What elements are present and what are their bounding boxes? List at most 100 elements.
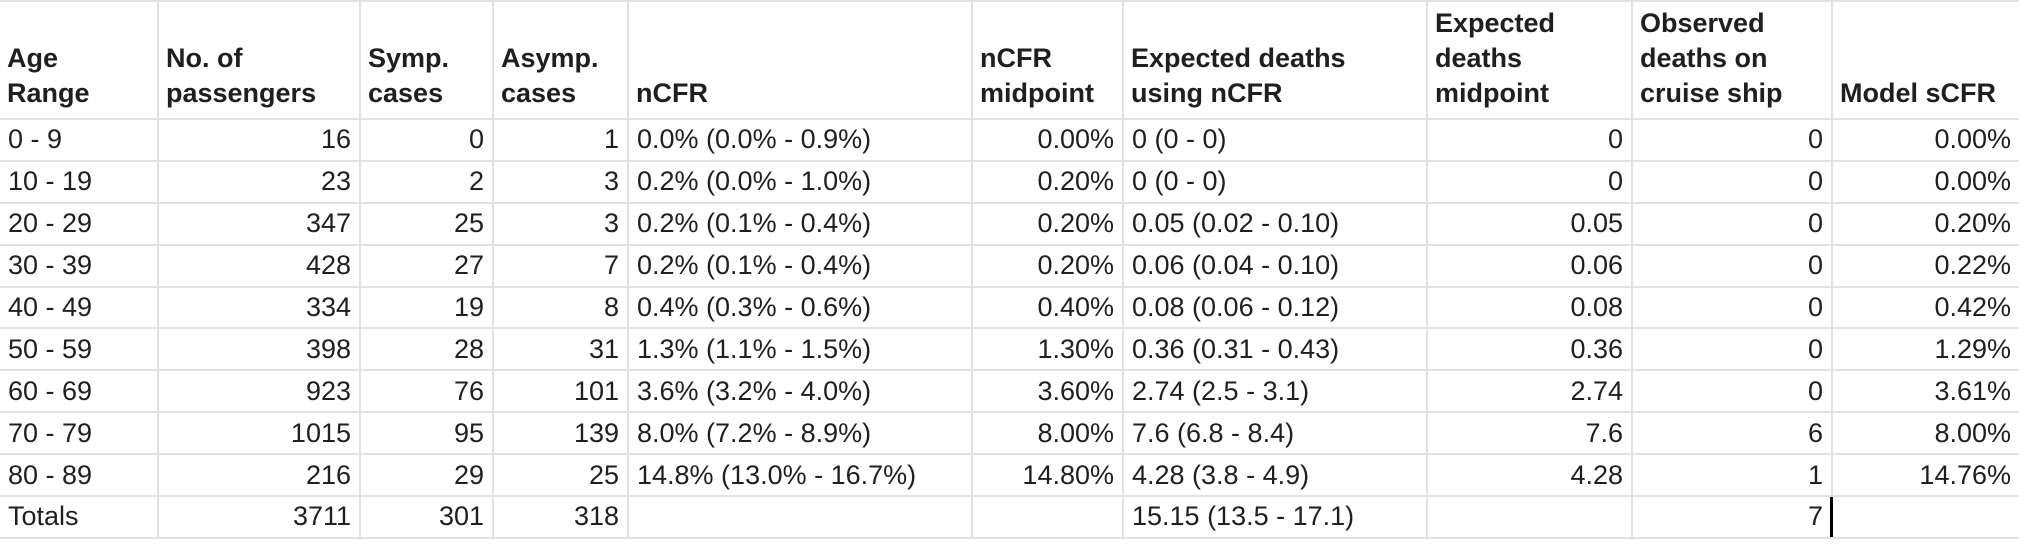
cell-ncfr-midpoint[interactable]: 0.20% xyxy=(971,201,1124,246)
cell-expected-deaths-ncfr[interactable]: 7.6 (6.8 - 8.4) xyxy=(1122,411,1428,456)
cell-model-scfr[interactable]: 0.00% xyxy=(1831,159,2019,204)
header-cell-ncfr[interactable]: nCFR xyxy=(627,0,973,120)
cell-age-range[interactable]: Totals xyxy=(0,495,159,539)
cell-observed-deaths[interactable]: 0 xyxy=(1631,118,1833,162)
cell-ncfr[interactable]: 14.8% (13.0% - 16.7%) xyxy=(627,453,973,498)
cell-ncfr-midpoint[interactable] xyxy=(971,495,1124,539)
cell-observed-deaths[interactable]: 0 xyxy=(1631,327,1833,372)
cell-expected-deaths-midpoint[interactable]: 7.6 xyxy=(1426,411,1633,456)
cell-observed-deaths[interactable]: 0 xyxy=(1631,369,1833,414)
cell-ncfr-midpoint[interactable]: 1.30% xyxy=(971,327,1124,372)
cell-ncfr-midpoint[interactable]: 8.00% xyxy=(971,411,1124,456)
header-cell-age-range[interactable]: Age Range xyxy=(0,0,159,120)
cell-model-scfr[interactable]: 0.00% xyxy=(1831,118,2019,162)
cell-symp-cases[interactable]: 2 xyxy=(359,159,494,204)
cell-observed-deaths[interactable]: 1 xyxy=(1631,453,1833,498)
cell-asymp-cases[interactable]: 31 xyxy=(492,327,629,372)
cell-age-range[interactable]: 0 - 9 xyxy=(0,118,159,162)
cell-no-of-passengers[interactable]: 428 xyxy=(157,243,361,288)
cell-expected-deaths-ncfr[interactable]: 4.28 (3.8 - 4.9) xyxy=(1122,453,1428,498)
cell-asymp-cases[interactable]: 3 xyxy=(492,159,629,204)
cell-ncfr-midpoint[interactable]: 0.00% xyxy=(971,118,1124,162)
cell-expected-deaths-midpoint[interactable]: 0.06 xyxy=(1426,243,1633,288)
cell-symp-cases[interactable]: 27 xyxy=(359,243,494,288)
cell-age-range[interactable]: 30 - 39 xyxy=(0,243,159,288)
cell-expected-deaths-midpoint[interactable]: 0 xyxy=(1426,118,1633,162)
cell-model-scfr[interactable]: 0.22% xyxy=(1831,243,2019,288)
cell-ncfr-midpoint[interactable]: 0.40% xyxy=(971,285,1124,330)
header-cell-no-of-passengers[interactable]: No. of passengers xyxy=(157,0,361,120)
cell-no-of-passengers[interactable]: 16 xyxy=(157,118,361,162)
cell-age-range[interactable]: 80 - 89 xyxy=(0,453,159,498)
cell-ncfr[interactable]: 3.6% (3.2% - 4.0%) xyxy=(627,369,973,414)
cell-no-of-passengers[interactable]: 216 xyxy=(157,453,361,498)
cell-model-scfr[interactable]: 0.42% xyxy=(1831,285,2019,330)
cell-age-range[interactable]: 50 - 59 xyxy=(0,327,159,372)
cell-expected-deaths-ncfr[interactable]: 0.08 (0.06 - 0.12) xyxy=(1122,285,1428,330)
cell-observed-deaths[interactable]: 6 xyxy=(1631,411,1833,456)
cell-ncfr[interactable]: 0.2% (0.0% - 1.0%) xyxy=(627,159,973,204)
cell-expected-deaths-midpoint[interactable]: 0.36 xyxy=(1426,327,1633,372)
cell-expected-deaths-ncfr[interactable]: 0.36 (0.31 - 0.43) xyxy=(1122,327,1428,372)
cell-no-of-passengers[interactable]: 347 xyxy=(157,201,361,246)
cell-no-of-passengers[interactable]: 1015 xyxy=(157,411,361,456)
cell-asymp-cases[interactable]: 1 xyxy=(492,118,629,162)
cell-model-scfr[interactable]: 14.76% xyxy=(1831,453,2019,498)
cell-model-scfr[interactable]: 3.61% xyxy=(1831,369,2019,414)
cell-ncfr[interactable]: 0.2% (0.1% - 0.4%) xyxy=(627,201,973,246)
cell-symp-cases[interactable]: 25 xyxy=(359,201,494,246)
header-cell-ncfr-midpoint[interactable]: nCFR midpoint xyxy=(971,0,1124,120)
cell-expected-deaths-midpoint[interactable]: 4.28 xyxy=(1426,453,1633,498)
cell-age-range[interactable]: 20 - 29 xyxy=(0,201,159,246)
cell-age-range[interactable]: 10 - 19 xyxy=(0,159,159,204)
cell-ncfr[interactable]: 0.4% (0.3% - 0.6%) xyxy=(627,285,973,330)
cell-ncfr[interactable]: 0.0% (0.0% - 0.9%) xyxy=(627,118,973,162)
cell-expected-deaths-midpoint[interactable]: 0.08 xyxy=(1426,285,1633,330)
cell-asymp-cases[interactable]: 318 xyxy=(492,495,629,539)
cell-ncfr-midpoint[interactable]: 3.60% xyxy=(971,369,1124,414)
header-cell-model-scfr[interactable]: Model sCFR xyxy=(1831,0,2019,120)
cell-asymp-cases[interactable]: 8 xyxy=(492,285,629,330)
header-cell-observed-deaths[interactable]: Observed deaths on cruise ship xyxy=(1631,0,1833,120)
cell-observed-deaths[interactable]: 0 xyxy=(1631,159,1833,204)
cell-model-scfr[interactable]: 8.00% xyxy=(1831,411,2019,456)
cell-model-scfr[interactable]: 1.29% xyxy=(1831,327,2019,372)
cell-no-of-passengers[interactable]: 923 xyxy=(157,369,361,414)
cell-symp-cases[interactable]: 19 xyxy=(359,285,494,330)
cell-age-range[interactable]: 70 - 79 xyxy=(0,411,159,456)
cell-symp-cases[interactable]: 29 xyxy=(359,453,494,498)
cell-expected-deaths-ncfr[interactable]: 0 (0 - 0) xyxy=(1122,118,1428,162)
cell-expected-deaths-ncfr[interactable]: 0.05 (0.02 - 0.10) xyxy=(1122,201,1428,246)
cell-expected-deaths-ncfr[interactable]: 2.74 (2.5 - 3.1) xyxy=(1122,369,1428,414)
cell-ncfr-midpoint[interactable]: 0.20% xyxy=(971,159,1124,204)
header-cell-symp-cases[interactable]: Symp. cases xyxy=(359,0,494,120)
cell-ncfr[interactable]: 1.3% (1.1% - 1.5%) xyxy=(627,327,973,372)
cell-expected-deaths-midpoint[interactable]: 0.05 xyxy=(1426,201,1633,246)
cell-symp-cases[interactable]: 76 xyxy=(359,369,494,414)
cell-no-of-passengers[interactable]: 398 xyxy=(157,327,361,372)
cell-asymp-cases[interactable]: 25 xyxy=(492,453,629,498)
cell-expected-deaths-midpoint[interactable] xyxy=(1426,495,1633,539)
cell-expected-deaths-ncfr[interactable]: 0 (0 - 0) xyxy=(1122,159,1428,204)
cell-no-of-passengers[interactable]: 3711 xyxy=(157,495,361,539)
cell-observed-deaths[interactable]: 7 xyxy=(1631,495,1833,539)
cell-asymp-cases[interactable]: 139 xyxy=(492,411,629,456)
cell-age-range[interactable]: 40 - 49 xyxy=(0,285,159,330)
cell-symp-cases[interactable]: 28 xyxy=(359,327,494,372)
cell-symp-cases[interactable]: 0 xyxy=(359,118,494,162)
cell-asymp-cases[interactable]: 7 xyxy=(492,243,629,288)
cell-age-range[interactable]: 60 - 69 xyxy=(0,369,159,414)
header-cell-expected-deaths-midpoint[interactable]: Expected deaths midpoint xyxy=(1426,0,1633,120)
cell-expected-deaths-midpoint[interactable]: 2.74 xyxy=(1426,369,1633,414)
cell-model-scfr[interactable] xyxy=(1831,495,2019,539)
cell-model-scfr[interactable]: 0.20% xyxy=(1831,201,2019,246)
cell-ncfr-midpoint[interactable]: 0.20% xyxy=(971,243,1124,288)
cell-ncfr[interactable]: 8.0% (7.2% - 8.9%) xyxy=(627,411,973,456)
cell-no-of-passengers[interactable]: 23 xyxy=(157,159,361,204)
cell-symp-cases[interactable]: 95 xyxy=(359,411,494,456)
cell-ncfr-midpoint[interactable]: 14.80% xyxy=(971,453,1124,498)
cell-expected-deaths-ncfr[interactable]: 0.06 (0.04 - 0.10) xyxy=(1122,243,1428,288)
cell-symp-cases[interactable]: 301 xyxy=(359,495,494,539)
cell-expected-deaths-midpoint[interactable]: 0 xyxy=(1426,159,1633,204)
header-cell-asymp-cases[interactable]: Asymp. cases xyxy=(492,0,629,120)
